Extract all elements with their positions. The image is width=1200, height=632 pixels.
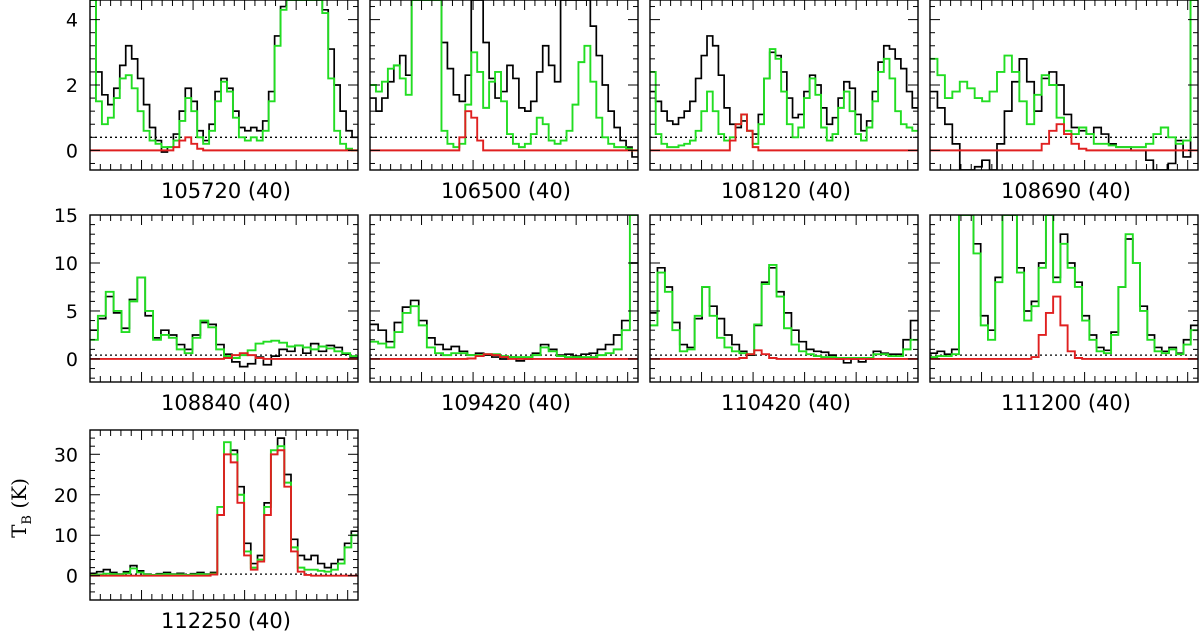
y-tick-label: 10 xyxy=(54,525,78,547)
panel-frame xyxy=(369,0,639,171)
model-total-line xyxy=(90,0,358,152)
panel-label: 106500 (40) xyxy=(441,179,571,203)
model-species-line xyxy=(930,123,1198,152)
y-tick-label: 30 xyxy=(54,444,78,466)
y-axis-label-unit: (K) xyxy=(7,478,31,515)
panel-7: 111200 (40) xyxy=(929,214,1199,415)
model-species-line xyxy=(90,136,358,152)
model-species-line xyxy=(370,353,638,360)
y-axis-label-subscript: B xyxy=(20,515,35,525)
panel-1: 106500 (40) xyxy=(369,0,639,203)
plot-area xyxy=(90,276,358,368)
plot-area xyxy=(930,215,1198,360)
panel-frame xyxy=(89,0,359,171)
panel-label: 109420 (40) xyxy=(441,391,571,415)
model-total-line xyxy=(650,48,918,149)
model-total-line xyxy=(90,276,358,359)
panel-label: 108690 (40) xyxy=(1001,179,1131,203)
y-tick-label: 0 xyxy=(66,566,78,588)
y-tick-label: 4 xyxy=(66,10,78,32)
panel-6: 110420 (40) xyxy=(649,214,919,415)
panel-2: 108120 (40) xyxy=(649,0,919,203)
y-tick-label: 2 xyxy=(66,75,78,97)
plot-area xyxy=(370,215,638,362)
y-tick-label: 5 xyxy=(66,301,78,323)
panel-label: 105720 (40) xyxy=(161,179,291,203)
plot-area xyxy=(370,0,638,158)
panel-8: 0 10 20 30 112250 (40) xyxy=(54,429,359,632)
model-total-line xyxy=(650,263,918,359)
plot-area xyxy=(650,35,918,152)
model-total-line xyxy=(370,0,638,152)
y-axis-label: TB (K) xyxy=(7,478,35,538)
panel-label: 110420 (40) xyxy=(721,391,851,415)
panel-frame xyxy=(929,214,1199,383)
model-species-line xyxy=(650,349,918,360)
plot-area xyxy=(90,437,358,577)
y-tick-label: 0 xyxy=(66,140,78,162)
panel-label: 108120 (40) xyxy=(721,179,851,203)
panel-4: 0 5 10 15 108840 (40) xyxy=(54,205,359,415)
observed-spectrum-line xyxy=(370,0,638,158)
plot-area xyxy=(650,263,918,364)
model-total-line xyxy=(930,0,1198,149)
y-tick-label: 0 xyxy=(66,349,78,371)
model-species-line xyxy=(930,295,1198,360)
panel-label: 108840 (40) xyxy=(161,391,291,415)
y-tick-label: 20 xyxy=(54,485,78,507)
model-species-line xyxy=(370,110,638,152)
model-total-line xyxy=(370,215,638,358)
observed-spectrum-line xyxy=(930,215,1198,356)
model-species-line xyxy=(90,352,358,360)
model-total-line xyxy=(930,215,1198,358)
plot-area xyxy=(930,0,1198,170)
panel-0: 0 2 4 105720 (40) xyxy=(66,0,359,203)
panel-3: 108690 (40) xyxy=(929,0,1199,203)
panels-group: 0 2 4 105720 (40) 106500 (40) 108120 (40) 1086… xyxy=(54,0,1199,632)
y-tick-label: 10 xyxy=(54,253,78,275)
observed-spectrum-line xyxy=(370,262,638,362)
model-species-line xyxy=(650,113,918,152)
model-species-line xyxy=(90,449,358,577)
panel-label: 111200 (40) xyxy=(1001,391,1131,415)
y-tick-label: 15 xyxy=(54,205,78,227)
plot-area xyxy=(90,0,358,153)
observed-spectrum-line xyxy=(90,0,358,153)
y-axis-label-main: T xyxy=(7,524,31,538)
panel-5: 109420 (40) xyxy=(369,214,639,415)
panel-label: 112250 (40) xyxy=(161,609,291,632)
observed-spectrum-line xyxy=(930,0,1198,170)
